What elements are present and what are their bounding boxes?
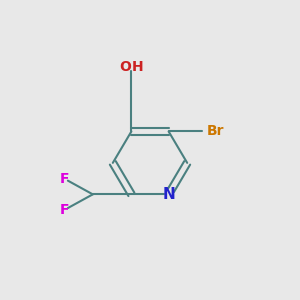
Text: Br: Br: [207, 124, 225, 138]
Text: F: F: [59, 203, 69, 217]
Text: O: O: [119, 60, 131, 74]
Text: H: H: [131, 60, 143, 74]
Text: F: F: [59, 172, 69, 186]
Text: N: N: [162, 187, 175, 202]
